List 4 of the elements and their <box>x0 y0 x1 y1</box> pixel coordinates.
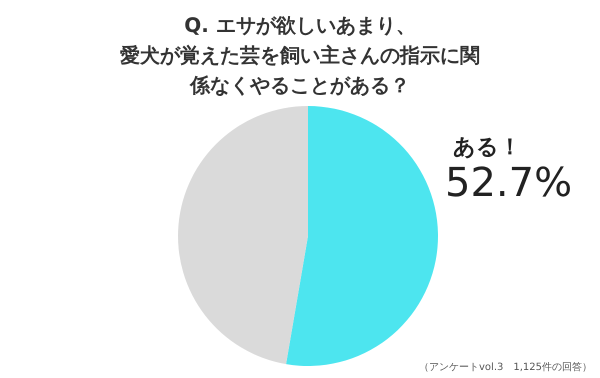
title: Q. エサが欲しいあまり、 <box>184 13 416 37</box>
title: 愛犬が覚えた芸を飼い主さんの指示に関 <box>120 43 480 67</box>
annotation: （アンケートvol.3 1,125件の回答） <box>419 362 592 373</box>
title: 係なくやることがある？ <box>190 73 410 97</box>
